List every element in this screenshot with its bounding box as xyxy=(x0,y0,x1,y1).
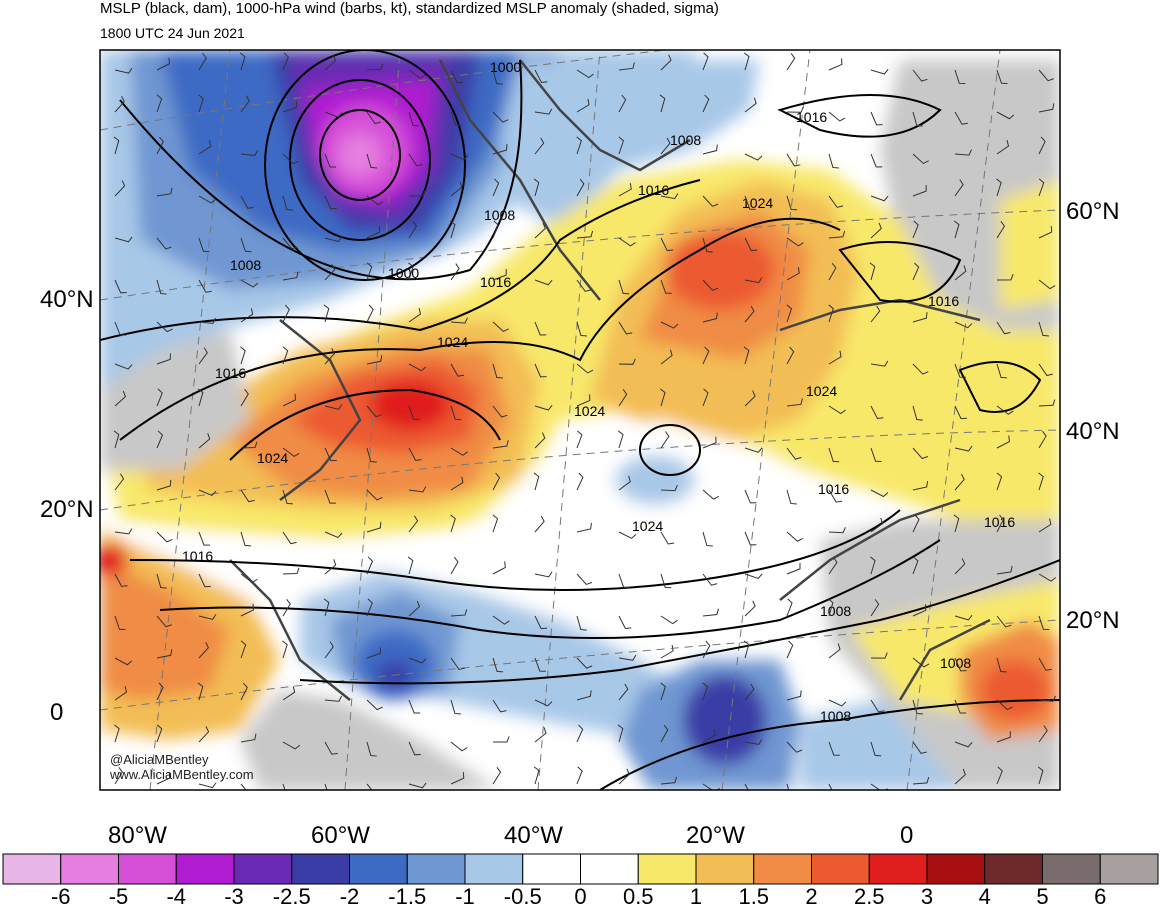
lon-label-60w: 60°W xyxy=(311,822,370,850)
colorbar-tick-label: -3 xyxy=(224,884,244,910)
isobar-label: 1016 xyxy=(215,365,246,381)
colorbar-tick-label: -2.5 xyxy=(273,884,311,910)
colorbar-tick-label: 0.5 xyxy=(623,884,654,910)
isobar-label: 1008 xyxy=(820,603,851,619)
credit-handle: @AliciaMBentley xyxy=(110,752,208,767)
colorbar-tick-label: 1.5 xyxy=(738,884,769,910)
colorbar-tick-label: 4 xyxy=(979,884,991,910)
colorbar-swatch xyxy=(638,854,696,884)
colorbar-swatch xyxy=(407,854,465,884)
colorbar-swatch xyxy=(234,854,292,884)
isobar-label: 1008 xyxy=(940,655,971,671)
lat-label-left-0: 0 xyxy=(50,699,63,727)
isobar-label: 1024 xyxy=(806,383,837,399)
colorbar-swatch xyxy=(754,854,812,884)
colorbar xyxy=(3,854,1158,884)
isobar-label: 1016 xyxy=(928,293,959,309)
colorbar-tick-label: -0.5 xyxy=(504,884,542,910)
colorbar-swatch xyxy=(176,854,234,884)
isobar-label: 1008 xyxy=(670,132,701,148)
colorbar-swatch xyxy=(985,854,1043,884)
colorbar-swatch xyxy=(119,854,177,884)
colorbar-swatch xyxy=(61,854,119,884)
isobar-label: 1016 xyxy=(638,182,669,198)
colorbar-tick-label: 2.5 xyxy=(854,884,885,910)
colorbar-tick-label: 2 xyxy=(805,884,817,910)
isobar-label: 1000 xyxy=(388,265,419,281)
isobar-label: 1008 xyxy=(484,207,515,223)
colorbar-swatch xyxy=(1043,854,1101,884)
colorbar-swatch xyxy=(696,854,754,884)
map-canvas: 1000 1008 1016 1000 1008 1016 1024 1008 … xyxy=(92,10,1060,798)
colorbar-swatch xyxy=(350,854,408,884)
colorbar-tick-label: -1.5 xyxy=(388,884,426,910)
lon-label-20w: 20°W xyxy=(686,822,745,850)
isobar-label: 1016 xyxy=(480,274,511,290)
lat-label-right-40n: 40°N xyxy=(1066,418,1120,446)
lat-label-right-60n: 60°N xyxy=(1066,198,1120,226)
colorbar-tick-label: -2 xyxy=(340,884,360,910)
isobar-label: 1016 xyxy=(818,481,849,497)
colorbar-swatch xyxy=(812,854,870,884)
colorbar-tick-label: -1 xyxy=(455,884,475,910)
isobar-label: 1024 xyxy=(437,334,468,350)
colorbar-tick-label: 0 xyxy=(574,884,586,910)
isobar-label: 1008 xyxy=(820,708,851,724)
isobar-label: 1008 xyxy=(230,257,261,273)
colorbar-swatch xyxy=(292,854,350,884)
colorbar-tick-label: 6 xyxy=(1094,884,1106,910)
colorbar-swatch xyxy=(581,854,639,884)
colorbar-swatch xyxy=(927,854,985,884)
lat-label-left-20n: 20°N xyxy=(40,496,94,524)
colorbar-swatch xyxy=(1100,854,1158,884)
lat-label-left-40n: 40°N xyxy=(40,286,94,314)
colorbar-tick-label: -6 xyxy=(51,884,71,910)
lon-label-0: 0 xyxy=(900,822,913,850)
colorbar-swatch xyxy=(523,854,581,884)
colorbar-tick-label: 3 xyxy=(921,884,933,910)
colorbar-swatch xyxy=(3,854,61,884)
isobar-label: 1024 xyxy=(742,195,773,211)
lat-label-right-20n: 20°N xyxy=(1066,607,1120,635)
isobar-label: 1024 xyxy=(632,518,663,534)
credit-site: www.AliciaMBentley.com xyxy=(110,767,254,782)
colorbar-tick-label: -5 xyxy=(109,884,129,910)
colorbar-swatch xyxy=(869,854,927,884)
colorbar-tick-label: 5 xyxy=(1036,884,1048,910)
isobar-label: 1016 xyxy=(182,548,213,564)
colorbar-tick-label: 1 xyxy=(690,884,702,910)
lon-label-80w: 80°W xyxy=(108,822,167,850)
colorbar-swatch xyxy=(465,854,523,884)
lon-label-40w: 40°W xyxy=(504,822,563,850)
isobar-label: 1016 xyxy=(796,109,827,125)
isobar-label: 1000 xyxy=(490,59,521,75)
colorbar-tick-label: -4 xyxy=(166,884,186,910)
isobar-label: 1024 xyxy=(257,450,288,466)
